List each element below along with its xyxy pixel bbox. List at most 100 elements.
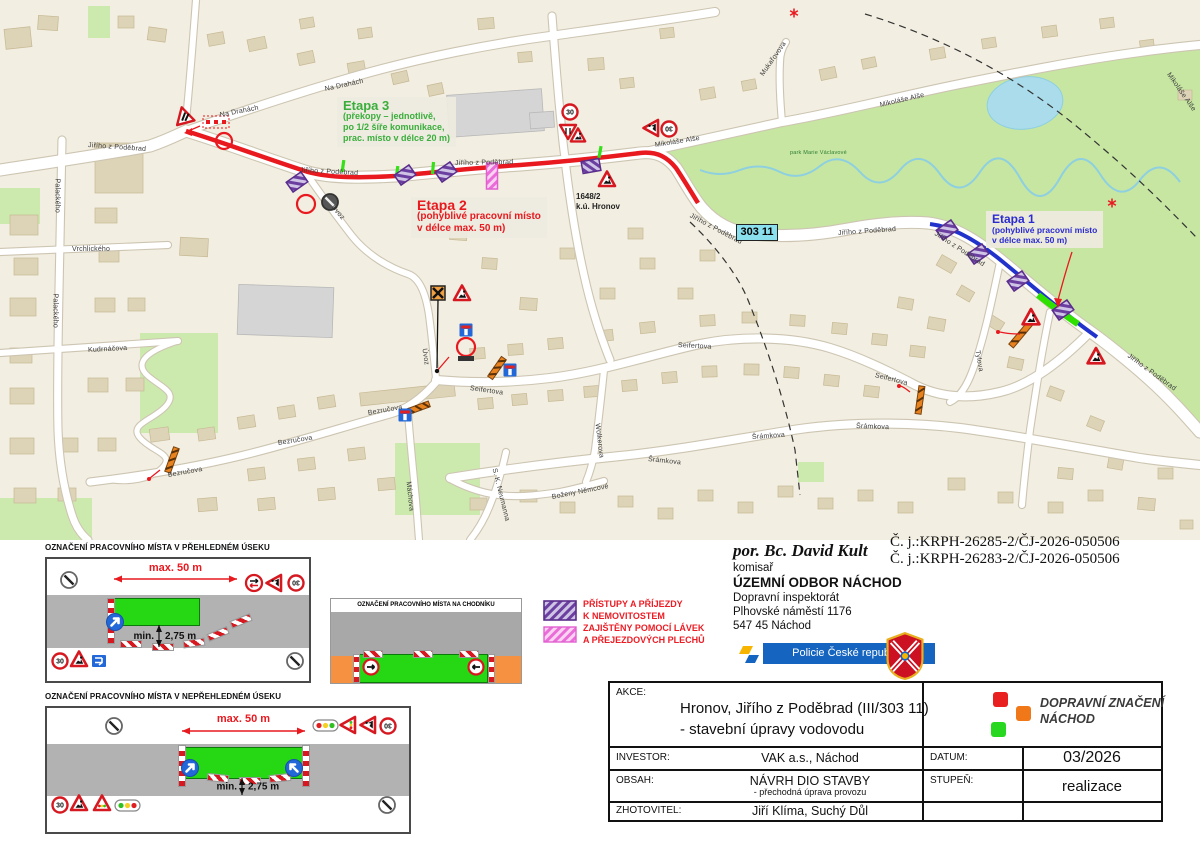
roadworks-sign-icon bbox=[569, 127, 587, 143]
investor-label: INVESTOR: bbox=[616, 752, 670, 763]
street-label-palackeho: Palackého bbox=[53, 178, 61, 214]
keep-direction-sign-icon bbox=[106, 613, 124, 631]
traffic-light-warning-sign-icon bbox=[339, 715, 357, 735]
end-of-restrictions-sign-icon bbox=[321, 193, 339, 211]
dimension-min-value: 2,75 m bbox=[165, 631, 196, 642]
access-ramp-purple-icon bbox=[393, 163, 417, 187]
dead-end-sign-icon bbox=[459, 323, 473, 337]
legend-line: ZAJIŠTĚNY POMOCÍ LÁVEK bbox=[583, 623, 705, 633]
signature-street: Plhovské náměstí 1176 bbox=[733, 606, 852, 618]
access-ramp-purple-icon bbox=[935, 218, 959, 242]
akce-label: AKCE: bbox=[616, 687, 647, 698]
etapa-2-label: Etapa 2 (pohyblivé pracovní místo v délc… bbox=[411, 197, 547, 238]
end-of-restrictions-sign-icon bbox=[378, 796, 396, 814]
barrier-bar bbox=[363, 650, 383, 658]
zhotovitel-label: ZHOTOVITEL: bbox=[616, 805, 682, 816]
dimension-min-value: 2,75 m bbox=[248, 782, 279, 793]
zhotovitel-value: Jiří Klíma, Suchý Důl bbox=[751, 804, 868, 818]
map-signs: 30 30 bbox=[164, 8, 1117, 474]
traffic-light-icon bbox=[114, 799, 141, 812]
barrier-plank-icon bbox=[914, 385, 926, 415]
access-ramp-purple-icon bbox=[1006, 269, 1030, 293]
svg-text:30: 30 bbox=[292, 578, 300, 585]
map-asterisk-icon bbox=[1107, 198, 1117, 208]
etapa-2-title: Etapa 2 bbox=[417, 197, 467, 213]
svg-text:30: 30 bbox=[384, 721, 392, 728]
signature-department: Dopravní inspektorát bbox=[733, 592, 840, 604]
street-label-jiriho: Jiřího z Poděbrad bbox=[454, 158, 514, 167]
logo-square-green bbox=[991, 722, 1006, 737]
dimension-min-label: min. bbox=[216, 782, 237, 793]
barrier-bar bbox=[413, 650, 433, 658]
street-label-palackeho: Palackého bbox=[51, 293, 59, 329]
work-start-marker-icon bbox=[175, 106, 196, 127]
work-area bbox=[114, 598, 200, 626]
svg-text:30: 30 bbox=[566, 110, 574, 117]
leader-lines bbox=[147, 125, 1073, 481]
barrier-plank-icon bbox=[405, 400, 431, 416]
road-band bbox=[331, 612, 521, 656]
parcel-label: 1648/2 k.ú. Hronov bbox=[576, 192, 621, 211]
legend-swatches bbox=[543, 600, 577, 643]
dead-end-sign-icon bbox=[398, 408, 412, 422]
barrier-bar bbox=[239, 777, 261, 785]
access-ramp-purple-icon bbox=[285, 170, 309, 194]
roadworks-sign-icon bbox=[597, 170, 617, 188]
police-crest-icon bbox=[886, 632, 924, 680]
street-label-vrchlickeho: Vrchlického bbox=[72, 246, 111, 253]
boundary-lines bbox=[689, 13, 1197, 496]
obsah-label: OBSAH: bbox=[616, 775, 654, 786]
logo-square-red bbox=[993, 692, 1008, 707]
detour-arrow-sign-icon bbox=[92, 655, 106, 667]
signature-role: komisař bbox=[733, 562, 774, 574]
logo-line2: NÁCHOD bbox=[1040, 712, 1095, 726]
investor-value: VAK a.s., Náchod bbox=[761, 751, 859, 765]
etapa-3-title: Etapa 3 bbox=[343, 98, 390, 113]
traffic-light-icon bbox=[312, 719, 339, 732]
etapa-1-label: Etapa 1 (pohyblivé pracovní místo v délc… bbox=[986, 211, 1104, 248]
end-of-restrictions-sign-icon bbox=[286, 652, 304, 670]
obsah-line1: NÁVRH DIO STAVBY bbox=[749, 774, 871, 788]
roadworks-sign-icon bbox=[1021, 307, 1041, 326]
obsah-line2: - přechodná úprava provozu bbox=[753, 787, 867, 797]
sign-position-ring bbox=[295, 193, 317, 215]
barrier-post bbox=[488, 654, 495, 683]
legend-line: A PŘEJEZDOVÝCH PLECHŮ bbox=[583, 635, 705, 645]
street-label-park: park Marie Václavové bbox=[790, 150, 847, 156]
road-number-shield: 303 11 bbox=[736, 224, 778, 241]
roadworks-sign-icon bbox=[452, 284, 472, 302]
datum-value: 03/2026 bbox=[1063, 749, 1121, 766]
signature-name: por. Bc. David Kult bbox=[733, 541, 868, 560]
access-ramp-purple-icon bbox=[1051, 298, 1075, 322]
diagram-blind-signs: 30 max. 50 m min. 2,75 m 30 bbox=[51, 713, 397, 814]
pedestrian-direction-sign-icon bbox=[467, 658, 485, 676]
roadworks-sign-icon bbox=[265, 573, 283, 593]
work-tick bbox=[340, 159, 346, 173]
dimension-max: max. 50 m bbox=[149, 562, 202, 574]
diagram-blind: 30 max. 50 m min. 2,75 m 30 bbox=[45, 706, 411, 834]
svg-text:30: 30 bbox=[56, 659, 64, 666]
buildings bbox=[3, 14, 1194, 530]
etapa-1-title: Etapa 1 bbox=[992, 212, 1035, 226]
roadworks-sign-icon bbox=[69, 794, 89, 812]
barrier-bar bbox=[152, 643, 174, 651]
pedestrian-direction-sign-icon bbox=[362, 658, 380, 676]
keep-direction-sign-icon bbox=[181, 759, 199, 777]
barrier-post bbox=[353, 654, 360, 683]
roadworks-sign-icon bbox=[642, 118, 660, 138]
map-asterisk-icon bbox=[789, 8, 799, 18]
sign-plate bbox=[458, 356, 474, 361]
pond bbox=[986, 76, 1064, 130]
svg-text:30: 30 bbox=[56, 803, 64, 810]
police-banner: Policie České republiky bbox=[737, 632, 952, 680]
barrier-plank-icon bbox=[164, 446, 180, 474]
access-ramp-purple-icon bbox=[580, 157, 602, 175]
signature-office: ÚZEMNÍ ODBOR NÁCHOD bbox=[733, 575, 902, 590]
diagram-blind-title: OZNAČENÍ PRACOVNÍHO MÍSTA V NEPŘEHLEDNÉM… bbox=[45, 692, 282, 701]
access-ramp-pink-icon bbox=[485, 162, 499, 190]
access-ramp-purple-icon bbox=[966, 242, 990, 266]
dead-end-sign-icon bbox=[503, 363, 517, 377]
mobile-signal-set-icon bbox=[202, 115, 230, 129]
speed-limit-30-sign-icon: 30 bbox=[561, 103, 579, 121]
work-tick bbox=[430, 161, 436, 175]
